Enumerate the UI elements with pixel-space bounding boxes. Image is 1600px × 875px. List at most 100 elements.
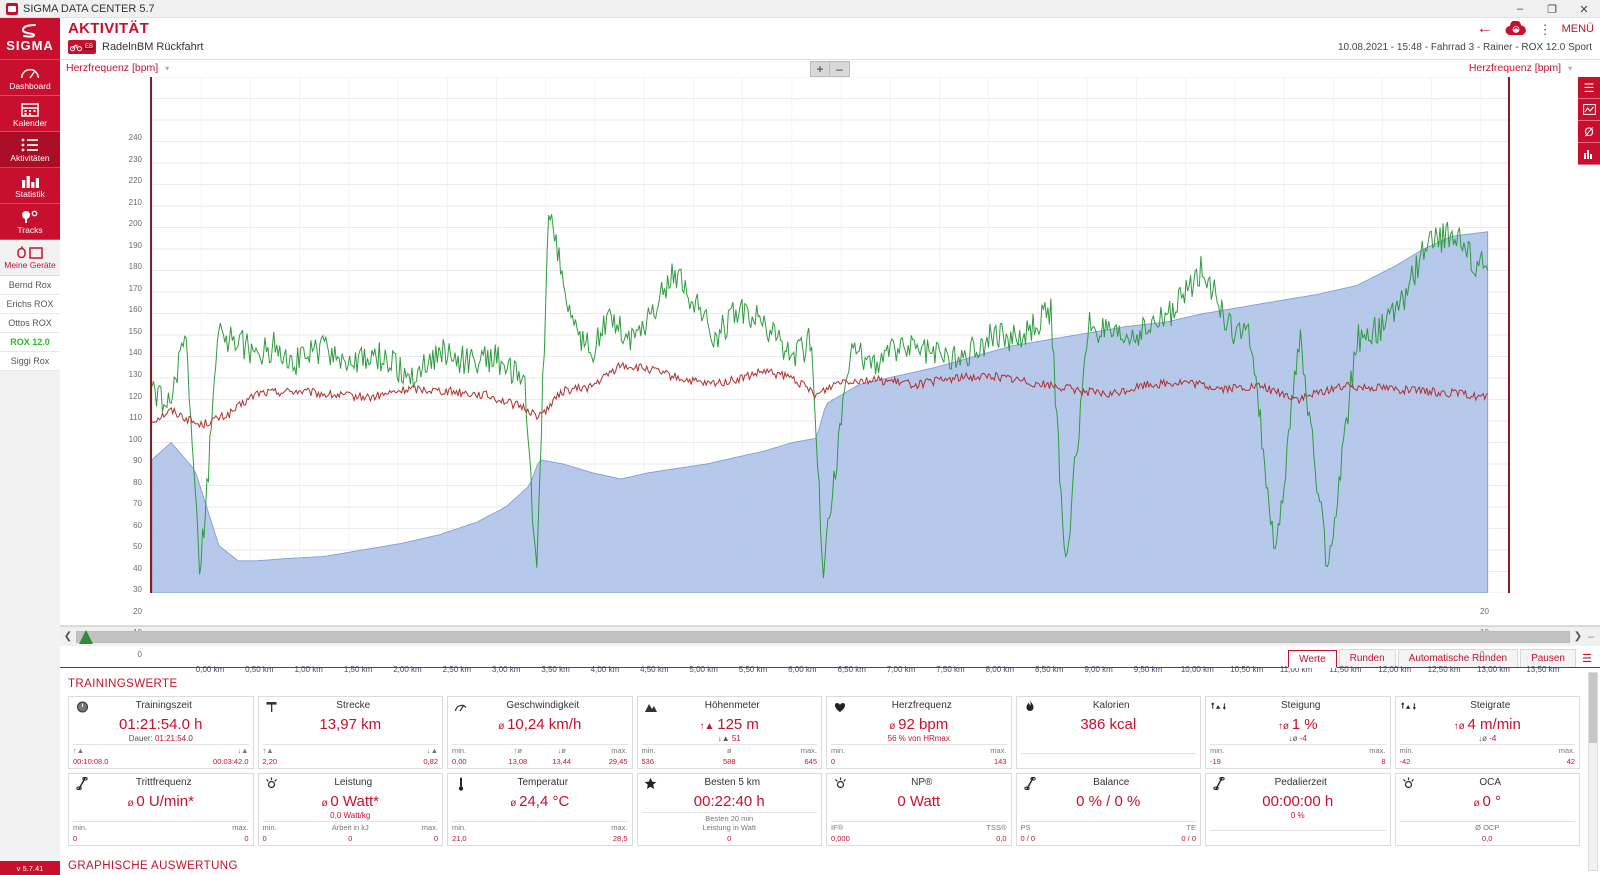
value-tile[interactable]: Temperatur ø 24,4 °C min. max. 21,0 28,5 [447, 773, 633, 846]
tile-prefix: ø [510, 798, 520, 809]
value-tile[interactable]: OCA ø 0 ° Ø OCP 0,0 [1394, 773, 1580, 846]
tile-main-value: 00:00:00 h [1211, 793, 1385, 810]
average-icon[interactable]: Ø [1578, 121, 1600, 143]
app-version: v 5.7.41 [0, 861, 60, 875]
close-button[interactable]: ✕ [1579, 3, 1589, 16]
zoom-in-button[interactable]: + [810, 61, 830, 77]
y-tick-left: 220 [128, 176, 142, 186]
tile-footer-label: max. [611, 746, 628, 755]
values-vertical-scrollbar[interactable] [1588, 672, 1598, 871]
value-tile[interactable]: Geschwindigkeit ø 10,24 km/h min. ↑ø ↓ø max. 0… [447, 696, 633, 769]
section-title-trainingswerte: TRAININGSWERTE [68, 678, 178, 690]
plot-canvas[interactable] [150, 77, 1510, 593]
value-tile[interactable]: Trittfrequenz ø 0 U/min* min. max. 0 0 [68, 773, 254, 846]
value-tile[interactable]: Besten 5 km 00:22:40 h Besten 20 min Leist… [636, 773, 822, 846]
maximize-button[interactable]: ❐ [1547, 3, 1557, 16]
tile-footer-values: 00:10:08.0 00:03:42.0 [73, 757, 249, 766]
tile-main-value: 0 Watt [832, 793, 1006, 810]
value-tile[interactable]: Balance 0 % / 0 % PS TE 0 / 0 0 / 0 [1015, 773, 1201, 846]
tab-runden[interactable]: Runden [1338, 649, 1396, 667]
tile-footer-label: ↑▲ [73, 746, 85, 755]
scroll-track[interactable] [76, 629, 1570, 644]
sidebar-item-label: Dashboard [9, 81, 51, 91]
tile-title: Besten 5 km [704, 777, 761, 788]
values-grid: Trainingszeit 01:21:54.0 h Dauer: 01:21:54… [68, 696, 1600, 846]
tile-footer-label [1079, 823, 1138, 832]
tile-footer-values: 2,20 0,82 [263, 757, 439, 766]
scroll-thumb[interactable] [77, 631, 1569, 642]
back-arrow-icon[interactable]: ← [1476, 20, 1493, 37]
device-item-bernd-rox[interactable]: Bernd Rox [0, 276, 60, 295]
y-tick-left: 210 [128, 197, 142, 207]
x-tick: 13,00 km [1477, 665, 1510, 674]
tile-subvalue: 56 % von HRmax [832, 734, 1006, 743]
tile-footer-label: max. [1558, 746, 1575, 755]
x-tick: 12,00 km [1378, 665, 1412, 674]
list-options-icon[interactable]: ☰ [1582, 652, 1592, 665]
y-tick-left: 40 [133, 563, 142, 573]
menu-label[interactable]: MENÜ [1561, 23, 1594, 35]
value-tile[interactable]: Strecke 13,97 km ↑▲ ↓▲ 2,20 0,82 [257, 696, 443, 769]
tab-automatische-runden[interactable]: Automatische Runden [1397, 649, 1519, 667]
x-tick: 9,00 km [1084, 665, 1113, 674]
slope-icon [1400, 700, 1417, 713]
value-tile[interactable]: Steigung ↑ø 1 % ↓ø -4 min. max. -19 8 [1205, 696, 1391, 769]
scroll-prev-button[interactable]: ❮ [63, 631, 73, 642]
tile-value: 0 Watt [897, 793, 941, 810]
tile-footer-label: ↓▲ [237, 746, 249, 755]
tile-footer-value [890, 834, 949, 843]
x-tick: 2,50 km [442, 665, 472, 674]
value-tile[interactable]: Steigrate ↑ø 4 m/min ↓ø -4 min. max. -42 42 [1394, 696, 1580, 769]
value-tile[interactable]: Herzfrequenz ø 92 bpm 56 % von HRmax min. ma… [826, 696, 1012, 769]
tab-pausen[interactable]: Pausen [1520, 649, 1576, 667]
right-axis-dropdown-icon[interactable]: ▾ [1567, 64, 1572, 73]
device-item-ottos-rox[interactable]: Ottos ROX [0, 314, 60, 333]
zoom-out-button[interactable]: – [830, 61, 850, 77]
curve-icon[interactable] [1578, 99, 1600, 121]
ebike-icon: EB [68, 40, 96, 54]
minimize-button[interactable]: – [1516, 3, 1524, 15]
tab-werte[interactable]: Werte [1288, 650, 1337, 668]
values-scroll-thumb[interactable] [1589, 673, 1597, 743]
tile-value: 386 kcal [1080, 716, 1137, 733]
left-axis-dropdown-icon[interactable]: ▾ [165, 64, 170, 73]
sidebar-item-meine-geraete[interactable]: Meine Geräte [0, 240, 60, 276]
value-tile[interactable]: Leistung ø 0 Watt* 0,0 Watt/kg min. Arbeit i… [257, 773, 443, 846]
tile-footer-value [132, 834, 191, 843]
tile-value: 0 Watt* [330, 793, 380, 810]
timeline-scrollbar[interactable]: ❮ ❯ – [60, 626, 1600, 646]
y-tick-left: 0 [137, 650, 142, 659]
device-item-rox-12[interactable]: ROX 12.0 [0, 333, 60, 352]
tile-footer-value [511, 834, 570, 843]
histogram-icon[interactable] [1578, 143, 1600, 165]
sidebar-item-dashboard[interactable]: Dashboard [0, 60, 60, 96]
y-tick-left: 50 [133, 542, 142, 552]
tile-footer-labels: min. max. [73, 821, 249, 832]
sidebar-item-statistik[interactable]: Statistik [0, 168, 60, 204]
sidebar-item-kalender[interactable]: Kalender [0, 96, 60, 132]
value-tile[interactable]: Kalorien 386 kcal [1015, 696, 1201, 769]
sidebar-item-aktivitaeten[interactable]: Aktivitäten [0, 132, 60, 168]
y-tick-left: 150 [128, 326, 142, 336]
list-view-icon[interactable]: ☰ [1578, 77, 1600, 99]
collapse-button[interactable]: – [1587, 630, 1595, 643]
device-item-erichs-rox[interactable]: Erichs ROX [0, 295, 60, 314]
sidebar-item-tracks[interactable]: Tracks [0, 204, 60, 240]
kebab-menu-icon[interactable]: ⋮ [1538, 21, 1552, 37]
device-item-siggi-rox[interactable]: Siggi Rox [0, 352, 60, 371]
power-icon [264, 777, 280, 790]
tile-footer-value: 588 [722, 757, 736, 766]
tile-title: Temperatur [517, 777, 569, 788]
value-tile[interactable]: Höhenmeter ↑▲ 125 m ↓▲ 51 min. ø max. 536 588 64… [636, 696, 822, 769]
cloud-sync-icon[interactable] [1503, 21, 1529, 37]
scroll-next-button[interactable]: ❯ [1573, 631, 1583, 642]
tile-footer-value: 00:03:42.0 [213, 757, 249, 766]
tile-footer-value [132, 757, 191, 766]
tile-footer-value: 0,000 [831, 834, 850, 843]
value-tile[interactable]: NP® 0 Watt IF® TSS® 0,000 0,0 [826, 773, 1012, 846]
tile-footer-value: 8 [1381, 757, 1386, 766]
tile-prefix: ↑ø [1277, 721, 1292, 732]
value-tile[interactable]: Trainingszeit 01:21:54.0 h Dauer: 01:21:54… [68, 696, 254, 769]
y-tick-left: 170 [128, 283, 142, 293]
